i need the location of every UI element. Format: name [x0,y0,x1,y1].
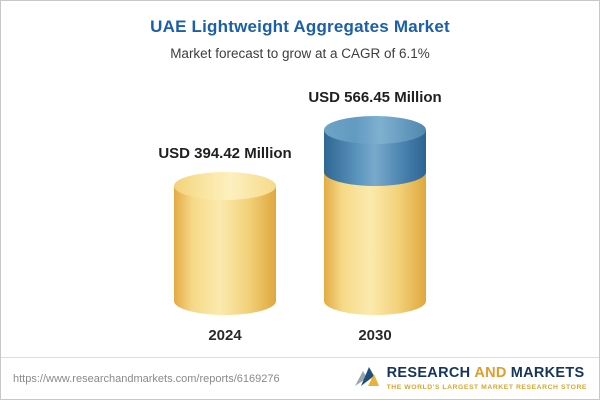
bar-2024-cylinder-top [174,172,276,200]
bar-group-2024: USD 394.42 Million 2024 [150,145,300,344]
category-label-2024: 2024 [208,327,242,344]
chart-header: UAE Lightweight Aggregates Market Market… [1,17,599,61]
bar-2030-cylinder-top [324,116,426,144]
bar-2030-cylinder [324,116,426,315]
logo-word-and: AND [474,365,507,382]
chart-title: UAE Lightweight Aggregates Market [150,17,450,36]
research-and-markets-logo-icon [354,365,380,392]
category-label-2030: 2030 [358,327,392,344]
value-label-2024: USD 394.42 Million [158,145,292,162]
chart-area: USD 394.42 Million 2024 USD 566.45 Milli… [1,89,599,344]
chart-subtitle: Market forecast to grow at a CAGR of 6.1… [170,46,430,61]
footer: https://www.researchandmarkets.com/repor… [1,357,599,399]
logo-wordmark: RESEARCH AND MARKETS [386,365,585,382]
bar-2024-cylinder [174,172,276,315]
source-url: https://www.researchandmarkets.com/repor… [13,372,280,385]
research-and-markets-logo: RESEARCH AND MARKETS THE WORLD'S LARGEST M… [354,365,587,392]
logo-word-research: RESEARCH [386,365,471,382]
logo-text: RESEARCH AND MARKETS THE WORLD'S LARGEST M… [386,365,587,391]
logo-tagline: THE WORLD'S LARGEST MARKET RESEARCH STOR… [386,383,587,391]
bar-2024-cylinder-body [174,186,276,315]
bars-row: USD 394.42 Million 2024 USD 566.45 Milli… [1,89,599,344]
bar-group-2030: USD 566.45 Million 2030 [300,89,450,344]
value-label-2030: USD 566.45 Million [308,89,442,106]
logo-word-markets: MARKETS [510,365,585,382]
